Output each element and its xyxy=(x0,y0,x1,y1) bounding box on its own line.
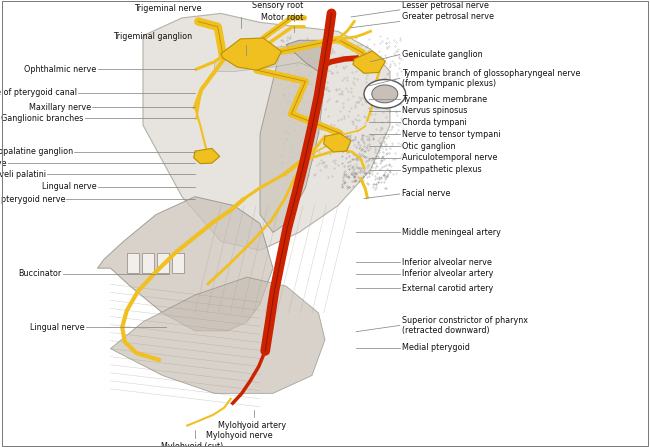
Text: Inferior alveolar artery: Inferior alveolar artery xyxy=(402,269,493,278)
Polygon shape xyxy=(324,133,351,152)
Text: Geniculate ganglion: Geniculate ganglion xyxy=(402,50,482,59)
Polygon shape xyxy=(142,253,154,273)
Polygon shape xyxy=(286,40,325,72)
Polygon shape xyxy=(98,197,273,331)
Text: Otic ganglion: Otic ganglion xyxy=(402,142,455,151)
Text: Lingual nerve: Lingual nerve xyxy=(30,323,84,332)
Text: Nerve of pterygoid canal: Nerve of pterygoid canal xyxy=(0,88,77,97)
Text: External carotid artery: External carotid artery xyxy=(402,284,493,293)
Text: Sympathetic plexus: Sympathetic plexus xyxy=(402,165,481,174)
Text: Auriculotemporal nerve: Auriculotemporal nerve xyxy=(402,153,497,162)
Text: Trigeminal ganglion: Trigeminal ganglion xyxy=(112,32,192,41)
Text: Mylohyoid artery: Mylohyoid artery xyxy=(218,421,286,430)
Text: Ganglionic branches: Ganglionic branches xyxy=(1,114,83,123)
Circle shape xyxy=(372,85,398,103)
Text: Mylohyoid nerve: Mylohyoid nerve xyxy=(206,431,272,440)
Polygon shape xyxy=(111,277,325,393)
Text: Sensory root: Sensory root xyxy=(252,1,303,10)
Text: Lingual nerve: Lingual nerve xyxy=(42,182,96,191)
Text: Buccinator: Buccinator xyxy=(18,269,62,278)
Text: Facial nerve: Facial nerve xyxy=(402,190,450,198)
Text: Ophthalmic nerve: Ophthalmic nerve xyxy=(24,65,96,74)
Polygon shape xyxy=(353,51,385,73)
Text: Pterygopalatine ganglion: Pterygopalatine ganglion xyxy=(0,148,73,156)
Polygon shape xyxy=(194,148,220,164)
Text: Lesser petrosal nerve: Lesser petrosal nerve xyxy=(402,1,489,10)
Text: Motor root: Motor root xyxy=(261,13,303,22)
Text: Chorda tympani: Chorda tympani xyxy=(402,118,467,127)
Text: Tympanic branch of glossopharyngeal nerve
(from tympanic plexus): Tympanic branch of glossopharyngeal nerv… xyxy=(402,68,580,88)
Polygon shape xyxy=(143,13,390,250)
Circle shape xyxy=(364,80,406,108)
Polygon shape xyxy=(157,253,169,273)
Text: Trigeminal nerve: Trigeminal nerve xyxy=(134,4,202,13)
Text: Nerve to tensor tympani: Nerve to tensor tympani xyxy=(402,130,500,139)
Text: Greater petrosal nerve: Greater petrosal nerve xyxy=(402,13,494,21)
Polygon shape xyxy=(221,38,281,70)
Polygon shape xyxy=(260,54,325,232)
Polygon shape xyxy=(172,253,184,273)
Text: Nervus spinosus: Nervus spinosus xyxy=(402,106,467,115)
Text: Medial pterygoid: Medial pterygoid xyxy=(402,343,469,352)
Text: Inferior alveolar nerve: Inferior alveolar nerve xyxy=(402,258,491,267)
Polygon shape xyxy=(127,253,139,273)
Text: Superior constrictor of pharynx
(retracted downward): Superior constrictor of pharynx (retract… xyxy=(402,316,528,335)
Text: Medial pterygoid nerve: Medial pterygoid nerve xyxy=(0,195,65,204)
Polygon shape xyxy=(214,45,325,72)
Text: Tympanic membrane: Tympanic membrane xyxy=(402,95,487,104)
Text: Mylohyoid (cut): Mylohyoid (cut) xyxy=(161,442,223,447)
Text: Nerve to tensor veli palatini: Nerve to tensor veli palatini xyxy=(0,170,46,179)
Text: Middle meningeal artery: Middle meningeal artery xyxy=(402,228,500,237)
Text: Anterior division of mandibular nerve: Anterior division of mandibular nerve xyxy=(0,159,6,168)
Text: Maxillary nerve: Maxillary nerve xyxy=(29,103,91,112)
